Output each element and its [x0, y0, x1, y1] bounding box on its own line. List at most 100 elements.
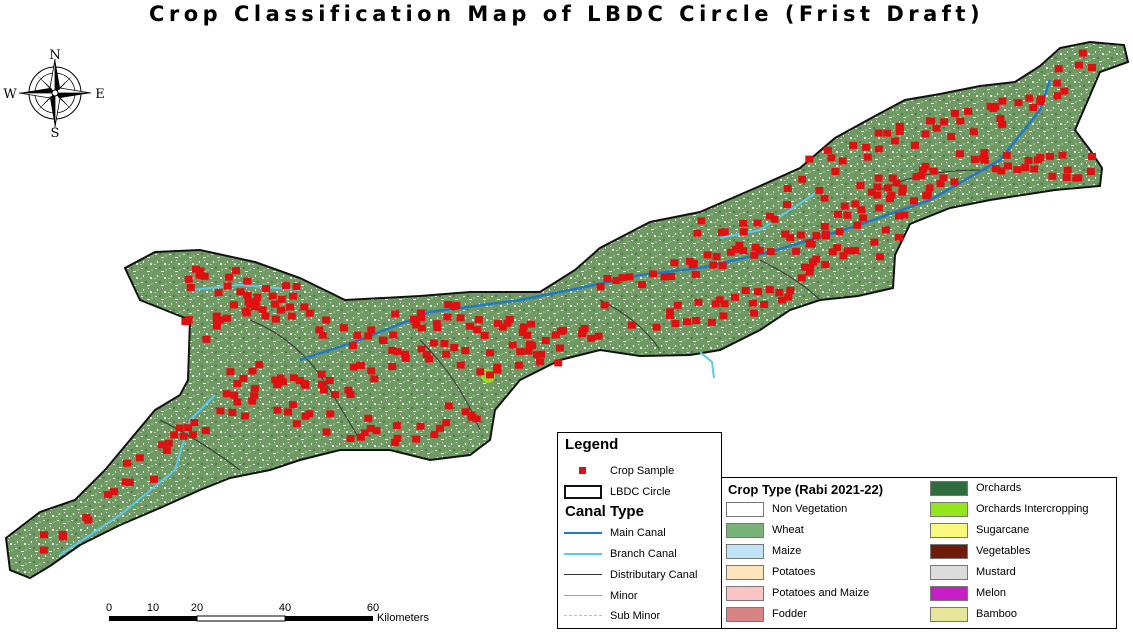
main-canal — [299, 79, 1052, 362]
crop-sample-marker — [755, 247, 764, 254]
crop-sample-marker — [429, 339, 438, 347]
crop-sample-marker — [1060, 87, 1069, 95]
crop-sample-marker — [831, 168, 840, 175]
crop-sample-marker — [843, 211, 852, 219]
crop-sample-marker — [839, 252, 848, 260]
crop-sample-marker — [195, 271, 204, 279]
crop-swatch — [930, 501, 968, 517]
crop-sample-marker — [874, 204, 883, 212]
crop-sample-marker — [666, 312, 674, 319]
crop-sample-marker — [820, 194, 829, 202]
crop-sample-marker — [325, 377, 334, 384]
crop-sample-marker — [703, 251, 712, 259]
crop-type-title: Crop Type (Rabi 2021-22) — [728, 482, 884, 497]
crop-sample-marker — [898, 184, 907, 192]
crop-sample-marker — [765, 286, 774, 294]
crop-sample-marker — [683, 318, 691, 326]
crop-sample-marker — [537, 350, 545, 358]
crop-sample-marker — [603, 275, 612, 282]
crop-legend-item: Maize — [726, 543, 801, 559]
crop-legend-item: Potatoes — [726, 564, 815, 580]
crop-sample-marker — [286, 303, 295, 311]
crop-sample-marker — [827, 154, 836, 162]
crop-sample-marker — [1088, 152, 1096, 160]
crop-sample-marker — [932, 124, 941, 132]
crop-sample-marker — [536, 358, 545, 366]
crop-sample-marker — [821, 261, 830, 269]
crop-sample-marker — [694, 298, 703, 306]
crop-sample-marker — [1088, 64, 1096, 71]
crop-sample-marker — [360, 429, 369, 437]
crop-sample-marker — [401, 350, 409, 358]
crop-sample-marker — [388, 346, 397, 354]
crop-sample-marker — [456, 314, 465, 322]
crop-sample-marker — [840, 202, 849, 210]
crop-sample-marker — [1074, 174, 1083, 182]
crop-sample-marker — [450, 343, 459, 351]
crop-legend-item: Non Vegetation — [726, 501, 847, 517]
crop-sample-marker — [233, 398, 242, 406]
crop-sample-marker — [853, 221, 862, 229]
crop-sample-marker — [467, 411, 476, 419]
crop-swatch — [930, 606, 968, 622]
crop-sample-marker — [796, 231, 805, 239]
crop-sample-marker — [900, 211, 909, 219]
crop-legend-item: Melon — [930, 585, 1006, 601]
crop-sample-marker — [783, 201, 791, 209]
crop-sample-marker — [326, 410, 335, 418]
minor-label: Minor — [610, 590, 638, 602]
crop-sample-marker — [391, 439, 400, 446]
crop-sample-marker — [261, 312, 270, 320]
crop-sample-marker — [273, 381, 282, 389]
crop-sample-marker — [255, 361, 264, 369]
crop-sample-marker — [393, 434, 402, 442]
canal-type-title: Canal Type — [565, 503, 644, 520]
crop-sample-marker — [196, 267, 205, 275]
crop-sample-marker — [367, 326, 376, 334]
compass-rose-icon: N S E W — [3, 48, 104, 140]
crop-sample-marker — [440, 340, 449, 347]
lbdc-circle-label: LBDC Circle — [610, 486, 671, 498]
crop-label: Potatoes and Maize — [772, 587, 870, 599]
crop-sample-marker — [867, 188, 876, 196]
crop-sample-marker — [476, 368, 485, 376]
crop-sample-marker — [627, 321, 636, 329]
crop-sample-marker — [874, 129, 883, 137]
crop-sample-marker — [805, 155, 814, 163]
crop-sample-marker — [894, 233, 903, 241]
crop-sample-label: Crop Sample — [610, 465, 675, 477]
crop-sample-marker — [670, 259, 679, 267]
crop-sample-marker — [883, 129, 892, 137]
crop-sample-marker — [346, 391, 355, 398]
crop-sample-marker — [339, 324, 348, 332]
crop-sample-marker — [508, 341, 517, 349]
crop-sample-marker — [556, 344, 564, 352]
crop-sample-marker — [910, 197, 918, 205]
crop-sample-marker — [393, 348, 402, 356]
map-title: Crop Classification Map of LBDC Circle (… — [148, 2, 985, 26]
crop-sample-marker — [104, 491, 113, 499]
crop-sample-marker — [1062, 174, 1071, 182]
crop-sample-marker — [300, 303, 309, 311]
crop-sample-marker — [673, 301, 682, 309]
crop-sample-marker — [233, 380, 242, 388]
crop-sample-marker — [765, 212, 774, 220]
crop-sample-marker — [344, 386, 353, 394]
crop-sample-marker — [775, 288, 784, 296]
crop-sample-marker — [693, 229, 702, 237]
crop-sample-marker — [587, 334, 596, 342]
crop-sample-marker — [895, 127, 904, 135]
crop-sample-marker — [348, 342, 357, 350]
crop-sample-marker — [443, 313, 452, 321]
main-canal-label: Main Canal — [610, 527, 666, 539]
crop-sample-marker — [823, 146, 832, 154]
crop-sample-marker — [1053, 92, 1062, 100]
crop-type-legend: Crop Type (Rabi 2021-22) Non Vegetation W… — [721, 477, 1117, 629]
crop-sample-marker — [801, 263, 810, 271]
crop-sample-marker — [911, 141, 919, 149]
crop-sample-marker — [1004, 162, 1012, 170]
crop-sample-marker — [322, 428, 331, 436]
crop-sample-marker — [242, 309, 251, 317]
crop-sample-marker — [417, 324, 426, 332]
